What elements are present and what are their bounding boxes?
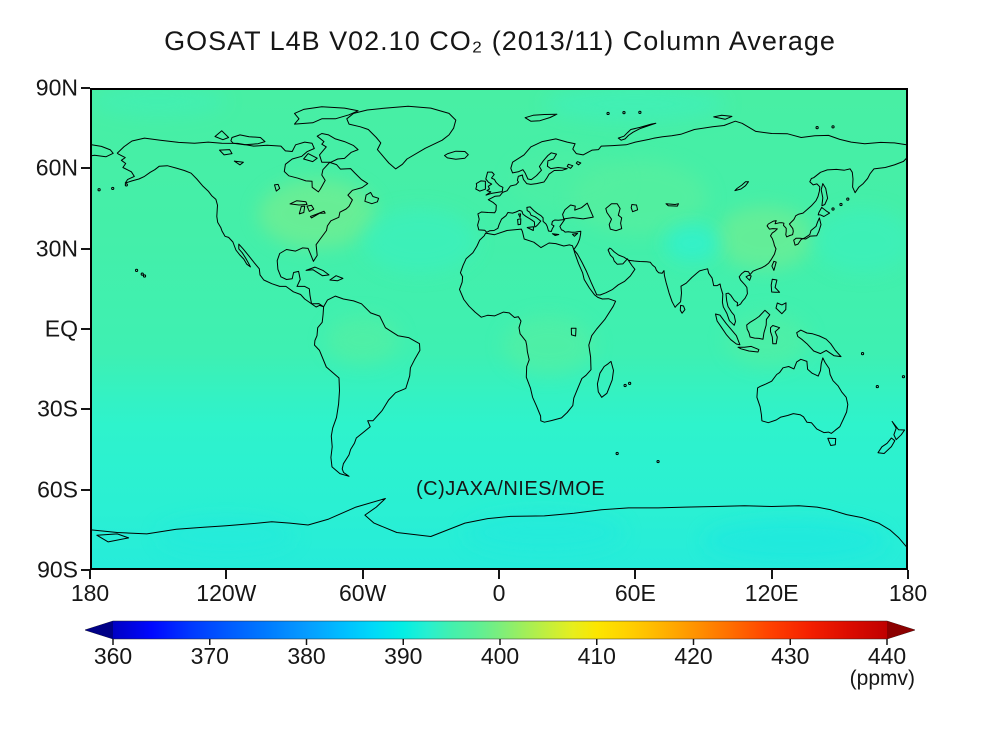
colorbar-panel: 360 370 380 390 400 410 420 430 440 (ppmv)	[85, 619, 915, 714]
map-attribution: (C)JAXA/NIES/MOE	[416, 478, 606, 500]
lat-tick-label-90S: 90S	[37, 556, 78, 583]
lat-tick-mark-EQ	[81, 328, 90, 330]
colorbar-tick-400: 400	[480, 643, 520, 669]
colorbar-tick-380: 380	[287, 643, 326, 669]
world-map-panel: (C)JAXA/NIES/MOE	[90, 88, 908, 570]
lon-tick-mark-3	[498, 570, 500, 579]
colorbar-tick-420: 420	[674, 643, 713, 669]
lat-tick-mark-30S	[81, 408, 90, 411]
lon-tick-mark-5	[770, 570, 773, 579]
lon-tick-label-1: 120W	[196, 580, 257, 606]
lon-tick-mark-6	[907, 570, 909, 579]
lon-tick-label-6: 180	[888, 580, 928, 606]
colorbar-tick-410: 410	[577, 643, 616, 669]
colorbar-tick-360: 360	[93, 643, 133, 669]
colorbar-tick-440: 440	[867, 643, 907, 669]
lon-tick-label-3: 0	[492, 580, 506, 606]
lat-tick-label-30S: 30S	[37, 395, 78, 422]
lat-tick-label-60N: 60N	[35, 154, 78, 181]
lat-tick-mark-90N	[81, 87, 90, 89]
lon-tick-label-5: 120E	[744, 580, 799, 606]
lon-tick-mark-4	[634, 570, 637, 579]
colorbar-unit-label: (ppmv)	[849, 667, 915, 690]
lat-tick-label-60S: 60S	[37, 476, 78, 503]
lon-tick-mark-1	[225, 570, 228, 579]
lat-tick-label-90N: 90N	[35, 74, 78, 101]
lon-tick-label-0: 180	[70, 580, 110, 606]
lat-tick-label-30N: 30N	[35, 235, 78, 262]
figure-title: GOSAT L4B V02.10 CO₂ (2013/11) Column Av…	[164, 26, 836, 56]
lat-tick-mark-30N	[81, 247, 90, 250]
lon-tick-label-2: 60W	[339, 580, 387, 606]
lat-tick-mark-90S	[81, 569, 90, 571]
lat-tick-label-EQ: EQ	[44, 315, 78, 342]
lat-tick-mark-60N	[81, 167, 90, 170]
lon-tick-mark-2	[361, 570, 364, 579]
colorbar-tick-430: 430	[771, 643, 810, 669]
colorbar-tick-370: 370	[190, 643, 229, 669]
lon-tick-mark-0	[89, 570, 91, 579]
lat-tick-mark-60S	[81, 488, 90, 491]
colorbar-gradient	[85, 620, 915, 645]
co2-heatmap-canvas	[90, 88, 908, 570]
colorbar-tick-390: 390	[384, 643, 423, 669]
lon-tick-label-4: 60E	[614, 580, 656, 606]
